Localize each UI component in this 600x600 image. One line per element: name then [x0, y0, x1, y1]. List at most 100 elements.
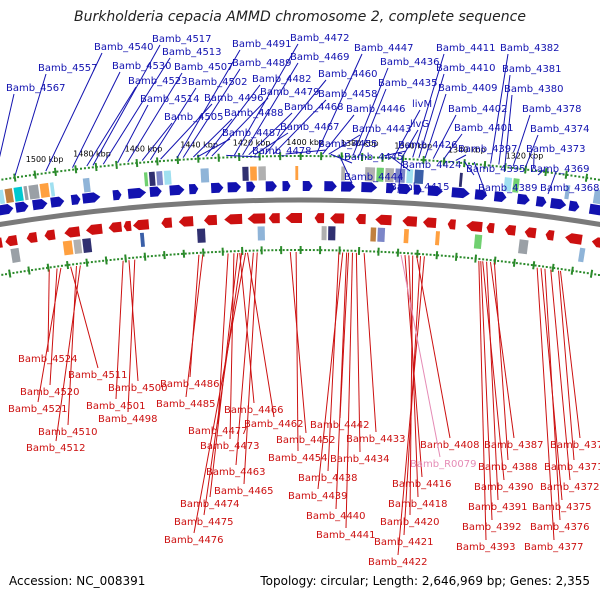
tick-dot	[349, 155, 352, 158]
tick-dot	[425, 253, 428, 256]
reverse-gene-labels: Bamb_4524 Bamb_4520 Bamb_4521 Bamb_4511 Bamb…	[8, 251, 600, 568]
gene-label: Bamb_4435	[378, 78, 438, 89]
forward-gene-track	[0, 181, 600, 216]
tick-dot	[87, 261, 90, 264]
tick-dot	[531, 169, 534, 172]
tick-dot	[45, 266, 48, 269]
gene-leader-line	[335, 252, 348, 510]
gene-leader-line	[358, 88, 387, 156]
gene-leader-line	[424, 93, 447, 159]
tick-dot	[575, 270, 578, 273]
gene-label: Bamb_4452	[276, 435, 336, 446]
gene-label: Bamb_4377	[524, 542, 584, 553]
tick-dot	[230, 156, 233, 159]
reverse-gene-track	[0, 213, 600, 248]
tick-dot	[99, 165, 102, 168]
gene-arrow	[402, 216, 418, 227]
gene-label: Bamb_4474	[180, 499, 240, 510]
gene-label: Bamb_4473	[200, 441, 260, 452]
annotation-box	[403, 228, 409, 244]
tick-dot	[597, 273, 600, 276]
gene-leader-line	[418, 73, 445, 158]
tick-dot	[301, 249, 304, 252]
kbp-label: 1320 kbp	[506, 151, 544, 160]
tick-dot	[128, 257, 131, 260]
tick-dot	[79, 262, 82, 265]
tick-dot	[579, 270, 582, 273]
tick-dot	[5, 273, 8, 276]
tick-dot	[267, 249, 270, 252]
gene-leader-line	[235, 252, 254, 466]
gene-label: Bamb_4368	[540, 183, 600, 194]
gene-label: Bamb_4507	[174, 62, 234, 73]
tick-dot	[132, 256, 135, 259]
tick-dot	[5, 177, 8, 180]
gene-leader-line	[400, 254, 441, 458]
tick-dot	[452, 255, 455, 258]
tick-dot	[186, 158, 189, 161]
tick-dot	[139, 256, 142, 259]
tick-dot	[135, 256, 138, 259]
tick-dot	[468, 162, 471, 165]
tick-mark	[94, 162, 98, 172]
tick-dot	[365, 156, 368, 159]
tick-dot	[60, 170, 63, 173]
tick-dot	[173, 253, 176, 256]
gene-arrow	[550, 197, 567, 210]
tick-dot	[151, 160, 154, 163]
tick-dot	[286, 249, 289, 252]
gene-leader-line	[559, 270, 581, 439]
gene-label: Bamb_4467	[280, 122, 340, 133]
tick-dot	[508, 261, 511, 264]
tick-dot	[424, 159, 427, 162]
tick-dot	[107, 164, 110, 167]
gene-leader-line	[55, 265, 81, 442]
tick-dot	[252, 249, 255, 252]
kbp-label: 1380 kbp	[341, 139, 379, 148]
tick-dot	[60, 264, 63, 267]
tick-dot	[113, 258, 116, 261]
tick-dot	[560, 268, 563, 271]
tick-dot	[293, 249, 296, 252]
gene-arrow	[108, 221, 123, 233]
forward-annotation-track	[0, 166, 600, 205]
tick-dot	[49, 266, 52, 269]
tick-dot	[278, 249, 281, 252]
annotation-box	[376, 167, 384, 182]
tick-dot	[432, 159, 435, 162]
gene-leader-line	[193, 118, 233, 158]
tick-dot	[28, 174, 31, 177]
annotation-box	[49, 182, 56, 197]
tick-dot	[590, 177, 593, 180]
tick-dot	[226, 156, 229, 159]
gene-label: Bamb_4416	[392, 479, 452, 490]
tick-dot	[68, 169, 71, 172]
gene-leader-line	[197, 138, 231, 158]
gene-leader-line	[345, 252, 353, 529]
tick-dot	[158, 160, 161, 163]
gene-label: Bamb_4485	[156, 399, 216, 410]
tick-dot	[281, 155, 284, 158]
tick-dot	[497, 259, 500, 262]
gene-label: Bamb_4444	[344, 172, 404, 183]
gene-leader-line	[272, 99, 327, 155]
gene-label: Bamb_4465	[214, 486, 274, 497]
tick-dot	[305, 155, 308, 158]
tick-dot	[222, 156, 225, 159]
tick-dot	[305, 249, 308, 252]
annotation-box	[4, 188, 14, 204]
tick-dot	[244, 249, 247, 252]
tick-dot	[177, 253, 180, 256]
tick-dot	[269, 155, 272, 158]
gene-arrow	[524, 227, 537, 239]
tick-mark	[532, 261, 536, 270]
gene-label: Bamb_4502	[188, 77, 248, 88]
gene-leader-line	[363, 253, 377, 433]
tick-dot	[72, 263, 75, 266]
tick-dot	[448, 255, 451, 258]
gene-label: Bamb_4500	[108, 383, 168, 394]
tick-dot	[530, 263, 533, 266]
gene-label: Bamb_4380	[504, 84, 564, 95]
gene-arrow	[282, 181, 291, 192]
gene-arrow	[246, 181, 256, 192]
